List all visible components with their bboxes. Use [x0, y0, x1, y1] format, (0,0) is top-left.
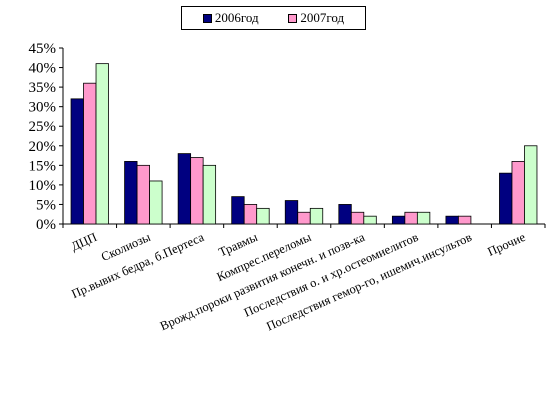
bar-2006год: [499, 172, 513, 225]
bar-2006год: [124, 161, 138, 225]
bar-2007год: [404, 211, 418, 225]
bar-series-3: [256, 207, 270, 225]
legend-swatch-2007: [288, 13, 298, 23]
legend-entry-2007: 2007год: [288, 10, 344, 26]
legend-entry-2006: 2006год: [202, 10, 259, 26]
y-tick-label: 10%: [29, 178, 57, 194]
legend-label-2006: 2006год: [214, 10, 259, 25]
bar-2007год: [190, 157, 204, 225]
bar-series-3: [149, 180, 163, 225]
legend-swatch-2006: [202, 13, 212, 23]
bar-2007год: [243, 204, 258, 225]
x-category-label: ДЦП: [69, 230, 99, 254]
bar-2007год: [136, 164, 150, 225]
bar-2007год: [511, 161, 525, 225]
bar-2007год: [297, 211, 311, 225]
bar-series-3: [202, 164, 217, 225]
y-tick-label: 45%: [29, 41, 57, 57]
bar-2006год: [177, 153, 192, 225]
bar-2006год: [70, 98, 84, 225]
x-category-label: Прочие: [485, 230, 527, 259]
bar-2007год: [458, 215, 472, 225]
y-tick-label: 15%: [29, 158, 57, 174]
bar-series-3: [363, 215, 377, 225]
bar-series-3: [524, 145, 538, 225]
bar-series-3: [416, 211, 431, 225]
legend: 2006год 2007год: [181, 6, 366, 30]
y-tick-label: 5%: [36, 197, 56, 213]
bar-series-3: [309, 207, 324, 225]
bar-2006год: [284, 200, 299, 225]
bar-2007год: [83, 82, 97, 225]
y-tick-label: 35%: [29, 80, 57, 96]
y-tick-label: 40%: [29, 61, 57, 77]
y-tick-label: 25%: [29, 119, 57, 135]
bar-2006год: [445, 215, 459, 225]
y-tick-label: 0%: [36, 217, 56, 233]
bar-2006год: [391, 215, 406, 225]
bar-2006год: [231, 196, 245, 225]
y-tick-label: 20%: [29, 139, 57, 155]
bar-series-3: [95, 63, 109, 225]
y-tick-label: 30%: [29, 100, 57, 116]
legend-label-2007: 2007год: [300, 10, 345, 25]
bar-2006год: [338, 204, 352, 225]
bar-2007год: [350, 211, 365, 225]
